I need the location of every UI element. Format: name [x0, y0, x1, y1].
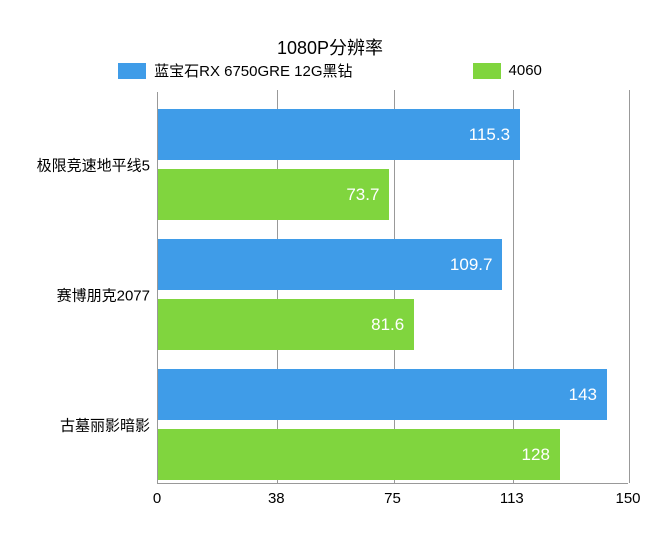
bar-value-label: 81.6 [371, 315, 404, 335]
legend-label-1: 4060 [509, 62, 542, 79]
bar-chart: 1080P分辨率 蓝宝石RX 6750GRE 12G黑钻 4060 115.3 7… [0, 0, 660, 538]
legend-item-series-1: 4060 [473, 60, 542, 81]
legend-swatch-0 [118, 63, 146, 79]
bar: 143 [158, 369, 607, 420]
x-tick-label: 113 [500, 490, 524, 507]
legend: 蓝宝石RX 6750GRE 12G黑钻 4060 [0, 60, 660, 81]
legend-item-series-0: 蓝宝石RX 6750GRE 12G黑钻 [118, 60, 352, 81]
x-tick-label: 0 [153, 490, 161, 507]
y-category-label: 赛博朋克2077 [57, 285, 150, 306]
x-tick-label: 150 [615, 490, 640, 507]
bar-value-label: 73.7 [346, 185, 379, 205]
y-category-label: 极限竞速地平线5 [37, 155, 150, 176]
x-tick-label: 38 [268, 490, 285, 507]
bar: 73.7 [158, 169, 389, 220]
bar-value-label: 143 [569, 385, 597, 405]
bar-value-label: 128 [522, 445, 550, 465]
legend-label-0: 蓝宝石RX 6750GRE 12G黑钻 [154, 60, 352, 81]
bar: 81.6 [158, 299, 414, 350]
legend-swatch-1 [473, 63, 501, 79]
y-category-label: 古墓丽影暗影 [60, 415, 150, 436]
bar: 115.3 [158, 109, 520, 160]
bar-value-label: 115.3 [469, 125, 510, 145]
chart-title: 1080P分辨率 [0, 34, 660, 60]
bar-value-label: 109.7 [450, 255, 493, 275]
plot-area: 115.3 73.7 109.7 81.6 143 128 [157, 92, 628, 484]
bar: 109.7 [158, 239, 502, 290]
bar: 128 [158, 429, 560, 480]
x-tick-label: 75 [384, 490, 401, 507]
grid-line [629, 90, 630, 483]
